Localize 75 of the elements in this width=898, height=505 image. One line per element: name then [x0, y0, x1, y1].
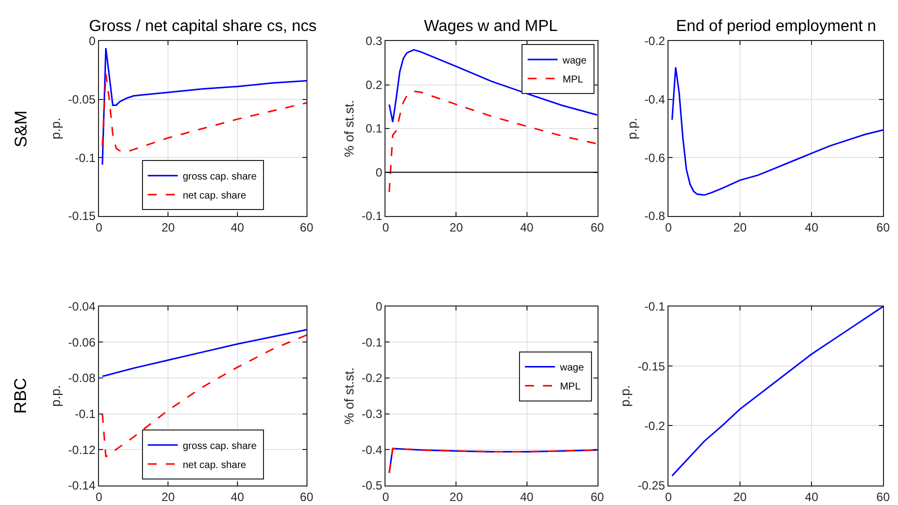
y-tick-label: -0.1 — [74, 150, 96, 165]
x-tick-label: 20 — [450, 220, 464, 234]
y-tick-label: 0 — [376, 165, 383, 180]
line-series — [102, 328, 307, 377]
y-tick-label: -0.25 — [638, 478, 666, 493]
y-tick-label: -0.4 — [362, 442, 383, 457]
chart-title: End of period employment n — [676, 18, 876, 35]
y-tick-label: -0.1 — [74, 407, 96, 421]
x-tick-label: 60 — [590, 220, 604, 234]
y-tick-label: -0.08 — [68, 371, 96, 386]
y-tick-label: -0.14 — [68, 478, 96, 493]
y-tick-label: -0.2 — [362, 371, 383, 386]
y-tick-label: -0.2 — [644, 418, 666, 433]
y-tick-label: 0.3 — [366, 34, 383, 48]
y-tick-label: -0.5 — [362, 478, 383, 493]
legend-label: wage — [558, 362, 584, 374]
x-tick-label: 40 — [520, 490, 534, 504]
y-tick-label: -0.4 — [644, 92, 666, 107]
y-axis-title: p.p. — [624, 118, 640, 140]
x-tick-label: 20 — [733, 490, 748, 504]
legend-label: gross cap. share — [182, 440, 258, 452]
y-axis-title: % of st.st. — [342, 100, 357, 158]
x-tick-label: 40 — [520, 220, 534, 234]
legend-label: MPL — [560, 382, 581, 393]
y-tick-label: 0.1 — [366, 122, 383, 136]
chart-title: Wages w and MPL — [424, 18, 558, 35]
y-axis-title: % of st.st. — [342, 367, 357, 424]
line-series — [102, 334, 307, 458]
y-axis-title: p.p. — [618, 385, 633, 407]
x-tick-label: 40 — [804, 490, 819, 504]
y-tick-label: 0 — [376, 300, 383, 314]
y-tick-label: -0.1 — [644, 300, 666, 314]
x-tick-label: 20 — [450, 490, 464, 504]
x-tick-label: 60 — [300, 490, 314, 504]
x-tick-label: 20 — [161, 220, 176, 234]
y-tick-label: -0.12 — [68, 442, 96, 457]
line-series — [388, 448, 598, 474]
line-series — [388, 90, 598, 193]
y-tick-label: -0.8 — [644, 209, 666, 224]
x-tick-label: 20 — [161, 490, 176, 504]
y-tick-label: -0.1 — [362, 335, 383, 350]
y-tick-label: -0.05 — [68, 92, 96, 107]
y-tick-label: -0.15 — [68, 209, 96, 224]
y-tick-label: -0.2 — [644, 34, 666, 48]
x-tick-label: 40 — [230, 490, 244, 504]
legend-label: wage — [562, 55, 587, 66]
y-tick-label: 0.2 — [366, 78, 383, 92]
legend-label: gross cap. share — [182, 172, 258, 183]
y-tick-label: -0.15 — [638, 359, 666, 374]
legend-label: net cap. share — [182, 460, 247, 471]
line-series — [671, 306, 884, 477]
x-tick-label: 20 — [733, 220, 748, 234]
x-tick-label: 40 — [230, 220, 244, 234]
x-tick-label: 40 — [804, 220, 819, 234]
x-tick-label: 60 — [876, 490, 890, 504]
y-tick-label: 0 — [88, 34, 96, 48]
legend-label: net cap. share — [182, 190, 247, 202]
y-tick-label: -0.1 — [362, 209, 383, 224]
y-axis-title: p.p. — [48, 118, 64, 140]
y-axis-title: p.p. — [48, 385, 64, 407]
y-tick-label: -0.04 — [68, 300, 96, 314]
text: RBC — [10, 378, 30, 414]
x-tick-label: 60 — [876, 220, 890, 234]
y-tick-label: -0.6 — [644, 150, 666, 165]
line-series — [102, 47, 307, 166]
chart-title: Gross / net capital share cs, ncs — [89, 18, 317, 35]
x-tick-label: 60 — [590, 490, 604, 504]
line-series — [388, 49, 598, 123]
y-tick-label: -0.3 — [362, 407, 383, 421]
line-series — [102, 72, 307, 153]
legend-label: MPL — [562, 74, 584, 86]
y-tick-label: -0.06 — [68, 335, 96, 350]
x-tick-label: 60 — [300, 220, 314, 234]
line-series — [671, 66, 884, 196]
text: S&M — [11, 110, 30, 148]
